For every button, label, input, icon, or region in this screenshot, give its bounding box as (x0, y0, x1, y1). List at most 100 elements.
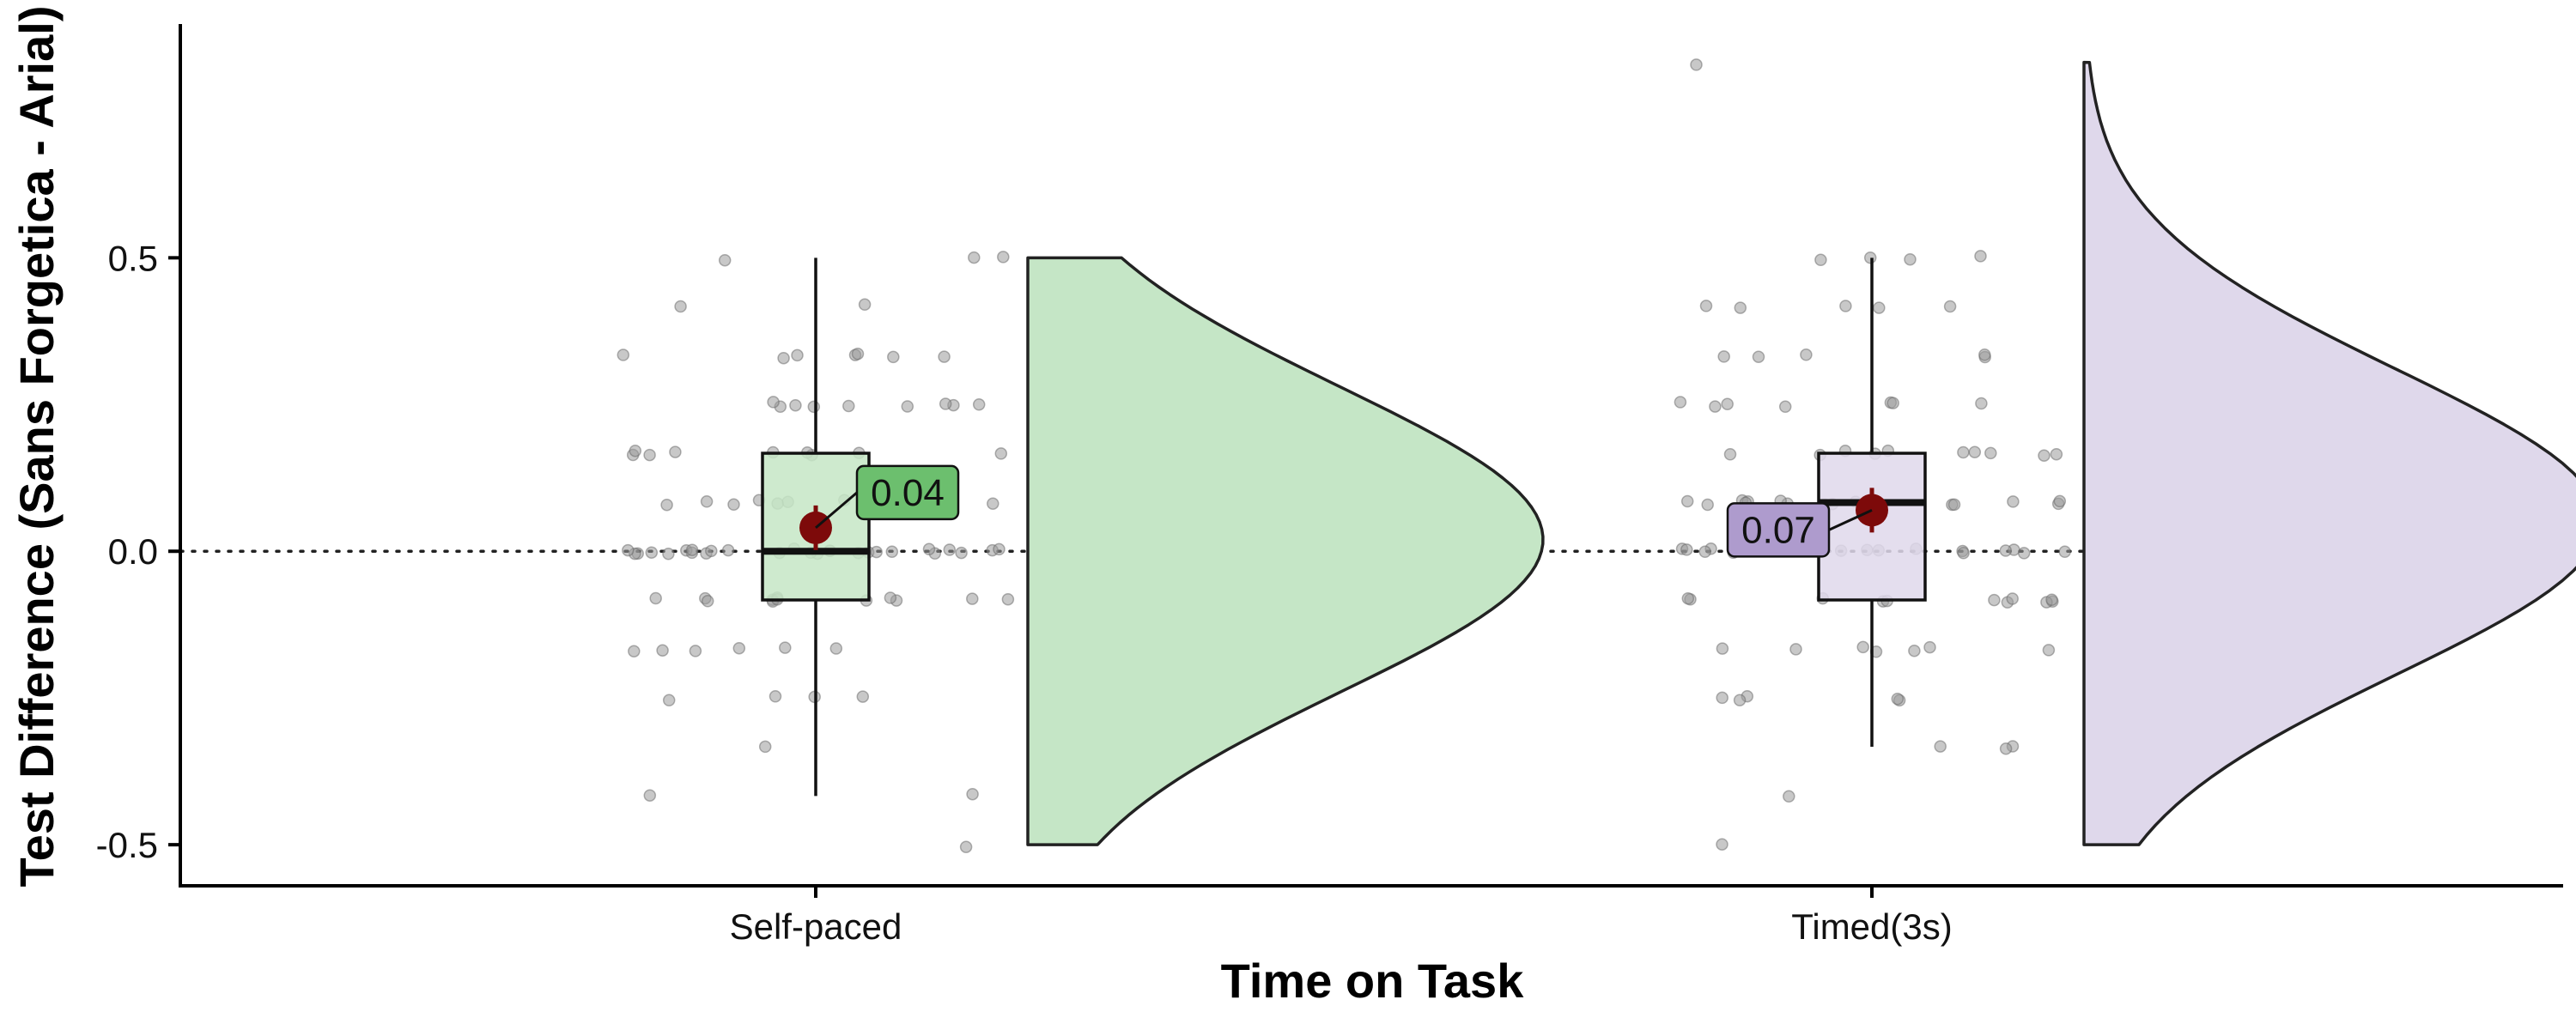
data-point (777, 351, 790, 365)
data-point (997, 251, 1010, 264)
data-point (1699, 300, 1713, 312)
data-point (2045, 593, 2058, 606)
data-point (1968, 445, 1982, 458)
data-point (851, 347, 865, 360)
data-point (1783, 790, 1795, 803)
data-point (1988, 593, 2001, 607)
x-tick-label: Self-paced (730, 906, 902, 947)
data-point (1698, 545, 1711, 559)
y-axis-title: Test Difference (Sans Forgetica - Arial) (9, 6, 64, 888)
x-axis-title: Time on Task (1221, 954, 1525, 1008)
group-1: 0.07 (1674, 58, 2576, 851)
data-point (1904, 252, 1917, 266)
mean-label-0: 0.04 (871, 472, 945, 514)
data-point (1752, 350, 1765, 363)
data-point (968, 251, 981, 264)
data-point (938, 350, 951, 363)
data-point (700, 495, 714, 508)
data-point (656, 644, 669, 657)
data-point (1957, 547, 1970, 560)
data-point (2050, 447, 2063, 461)
data-point (829, 642, 843, 655)
data-point (972, 398, 986, 411)
data-point (870, 545, 883, 559)
data-point (842, 399, 855, 413)
data-point (758, 740, 772, 754)
data-point (643, 789, 657, 802)
data-point (674, 300, 687, 313)
data-point (2058, 545, 2071, 559)
data-point (701, 595, 714, 608)
data-point (789, 398, 802, 412)
data-point (943, 543, 957, 556)
data-point (1999, 742, 2013, 755)
data-point (1957, 445, 1970, 459)
data-point (939, 397, 952, 410)
mean-label-box-0 (855, 464, 960, 521)
y-tick-label: 0.0 (108, 531, 158, 572)
data-point (1999, 544, 2013, 557)
data-point (721, 543, 735, 557)
y-tick-label: -0.5 (96, 825, 158, 865)
data-point (1908, 644, 1921, 657)
density-1 (2082, 60, 2576, 846)
data-point (1923, 640, 1936, 654)
data-point (1716, 642, 1729, 655)
data-point (662, 694, 676, 707)
plot-area: 0.04 0.07 (179, 58, 2576, 853)
data-point (669, 445, 682, 458)
data-point (807, 400, 821, 414)
data-point (1984, 446, 1997, 460)
data-point (767, 396, 780, 409)
data-point (955, 546, 968, 560)
data-point (1974, 250, 1987, 263)
data-point (2017, 547, 2031, 560)
data-point (1680, 543, 1693, 556)
data-point (1681, 591, 1695, 605)
data-point (622, 543, 635, 557)
data-point (2053, 494, 2067, 508)
data-point (1943, 300, 1957, 313)
data-point (662, 547, 675, 560)
data-point (1873, 301, 1886, 314)
data-point (959, 840, 973, 853)
data-point (884, 591, 897, 604)
data-point (1839, 300, 1852, 312)
data-point (705, 544, 718, 558)
data-point (858, 298, 872, 312)
data-point (1863, 251, 1877, 264)
data-point (1674, 396, 1687, 409)
data-point (1709, 400, 1722, 413)
data-point (727, 498, 740, 512)
data-point (2006, 592, 2019, 605)
data-point (966, 592, 979, 605)
data-point (1723, 448, 1737, 461)
data-point (1934, 740, 1947, 753)
data-point (1778, 400, 1792, 414)
mean-label-connector-0 (815, 491, 858, 530)
data-point (718, 253, 732, 267)
data-point (617, 348, 630, 361)
data-point (791, 348, 804, 362)
data-point (643, 448, 656, 462)
axes: -0.5 0.0 0.5 Self-paced Timed(3s) (96, 24, 2563, 947)
data-point (1734, 301, 1747, 314)
data-point (629, 444, 642, 457)
data-point (628, 645, 641, 657)
data-point (1856, 640, 1869, 654)
data-point (1947, 498, 1961, 512)
data-point (779, 641, 792, 654)
data-point (922, 542, 936, 556)
data-point (856, 690, 870, 703)
y-tick-label: 0.5 (108, 238, 158, 278)
data-point (1978, 348, 1991, 361)
data-point (660, 498, 673, 512)
data-point (649, 591, 662, 605)
data-point (1975, 397, 1988, 410)
group-0: 0.04 (617, 251, 1545, 853)
data-point (966, 787, 979, 801)
data-point (1690, 58, 1703, 71)
data-point (1814, 253, 1827, 267)
data-point (1721, 397, 1734, 410)
